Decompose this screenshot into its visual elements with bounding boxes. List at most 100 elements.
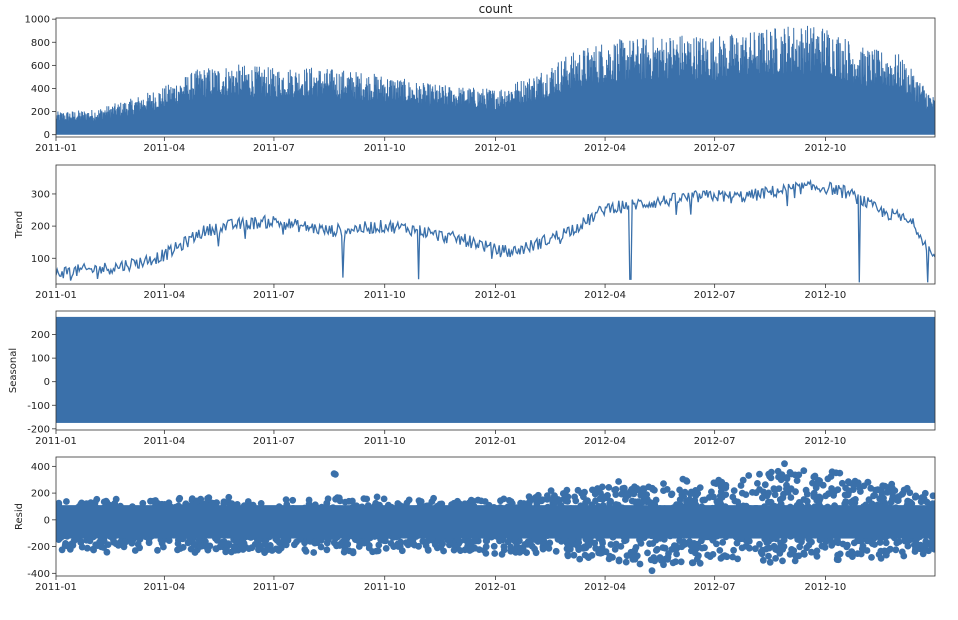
resid-point <box>480 547 488 554</box>
resid-point <box>660 487 667 494</box>
resid-point <box>795 552 803 560</box>
x-tick-label: 2011-01 <box>35 582 77 593</box>
resid-point <box>745 472 753 479</box>
resid-point <box>653 545 661 553</box>
resid-point <box>461 546 469 554</box>
resid-point <box>871 541 878 548</box>
resid-point <box>886 545 894 553</box>
resid-point <box>759 546 766 554</box>
x-tick-label: 2011-04 <box>143 290 185 301</box>
resid-point <box>889 492 897 500</box>
resid-point <box>705 494 713 501</box>
resid-point <box>575 539 583 546</box>
resid-point <box>689 559 697 567</box>
resid-point <box>839 540 847 548</box>
resid-point <box>739 476 747 484</box>
seasonal-panel: -200 -100 0 100 200 2011-01 2011-04 2011-07 2011… <box>8 310 936 447</box>
resid-point <box>93 495 101 503</box>
resid-point <box>787 494 795 501</box>
resid-point <box>763 492 771 500</box>
resid-point <box>848 548 856 556</box>
resid-point <box>63 498 70 505</box>
resid-point <box>650 554 658 561</box>
resid-point <box>871 491 878 499</box>
resid-point <box>332 495 339 503</box>
resid-point <box>410 540 417 548</box>
y-tick-label: 300 <box>31 189 50 200</box>
resid-point <box>692 543 699 551</box>
resid-point <box>866 537 873 545</box>
resid-point <box>770 485 778 493</box>
resid-point <box>363 536 371 544</box>
resid-point <box>450 546 458 554</box>
resid-point <box>759 556 767 564</box>
resid-point <box>61 542 69 549</box>
resid-point <box>857 537 865 545</box>
resid-point <box>652 496 660 504</box>
x-tick-label: 2011-04 <box>143 143 185 154</box>
resid-point <box>582 499 589 507</box>
resid-point <box>746 544 753 552</box>
resid-point <box>716 547 724 554</box>
resid-point <box>619 485 627 492</box>
plot-area <box>56 460 935 575</box>
resid-point <box>893 539 901 547</box>
y-tick-label: 0 <box>44 130 50 141</box>
plot-area <box>56 316 935 423</box>
resid-point <box>505 497 513 504</box>
resid-point <box>756 486 763 493</box>
resid-point <box>517 499 524 507</box>
resid-point <box>669 559 677 567</box>
x-tick-label: 2011-07 <box>253 290 295 301</box>
resid-point <box>929 492 935 500</box>
resid-point <box>607 541 615 548</box>
resid-point <box>752 545 759 553</box>
resid-point <box>754 480 761 487</box>
resid-point <box>857 550 865 558</box>
resid-point <box>67 540 75 548</box>
resid-point <box>585 541 593 549</box>
resid-point <box>498 550 506 558</box>
x-tick-label: 2011-10 <box>364 436 406 447</box>
resid-point <box>490 542 498 550</box>
resid-point <box>815 479 823 487</box>
resid-point <box>803 490 811 498</box>
resid-point <box>422 542 430 549</box>
resid-point <box>100 544 107 551</box>
resid-point <box>671 542 678 549</box>
resid-point <box>781 460 788 468</box>
resid-point <box>257 500 265 507</box>
resid-point <box>595 549 602 557</box>
resid-point <box>193 497 201 505</box>
resid-point <box>332 471 339 478</box>
resid-point <box>803 544 810 552</box>
resid-point <box>765 552 772 560</box>
resid-point <box>687 499 695 507</box>
x-tick-label: 2011-07 <box>253 143 295 154</box>
resid-point <box>816 495 824 502</box>
resid-point <box>919 550 927 558</box>
trend-series-line <box>56 178 935 283</box>
resid-point <box>261 549 268 556</box>
resid-point <box>139 499 147 507</box>
count-series-line <box>56 25 935 135</box>
resid-point <box>771 491 779 499</box>
y-tick-label: 400 <box>31 84 50 95</box>
resid-point <box>630 490 638 498</box>
resid-point <box>809 479 816 487</box>
resid-point <box>467 496 475 504</box>
resid-point <box>795 471 803 479</box>
resid-point <box>636 560 644 568</box>
resid-point <box>686 541 694 549</box>
resid-point <box>766 558 774 566</box>
y-tick-label: 1000 <box>25 15 50 26</box>
x-tick-label: 2011-10 <box>364 290 406 301</box>
resid-point <box>547 487 555 494</box>
y-tick-label: 400 <box>31 462 50 473</box>
resid-point <box>787 470 795 478</box>
resid-point <box>302 548 310 555</box>
y-tick-label: 100 <box>31 354 50 365</box>
resid-point <box>918 494 926 501</box>
plot-frame <box>55 164 936 285</box>
y-tick-label: -200 <box>27 542 50 553</box>
